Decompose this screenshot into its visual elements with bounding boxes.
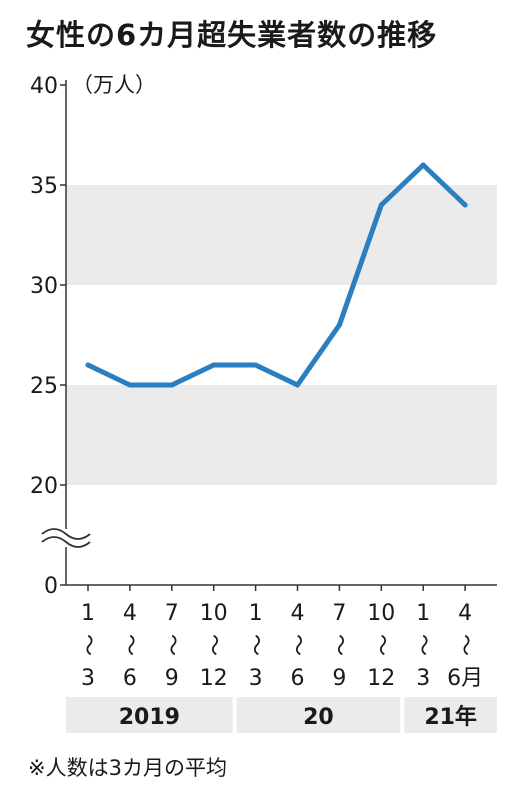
data-point [211, 362, 217, 368]
year-group-bar [404, 697, 497, 733]
x-range-mark: 〜 [75, 634, 100, 656]
x-tick-label: 6 [123, 666, 137, 691]
line-chart: 40 35 30 25 20 0 （万人） 1 〜 3 4 〜 6 7 〜 9 10 〜 12 1 〜 3 4 〜 6 7 〜 9… [30, 73, 497, 733]
x-range-mark: 〜 [243, 634, 268, 656]
x-tick-label: 10 [367, 601, 395, 626]
footnote: ※人数は3カ月の平均 [28, 756, 227, 780]
y-tick-label: 35 [30, 174, 58, 199]
band-0 [66, 185, 497, 285]
data-point [378, 202, 384, 208]
data-point [127, 382, 133, 388]
x-tick-label: 1 [249, 601, 263, 626]
chart-title: 女性の6カ月超失業者数の推移 [26, 18, 438, 52]
x-tick-label: 12 [367, 666, 395, 691]
x-tick-label: 3 [416, 666, 430, 691]
x-range-mark: 〜 [285, 634, 310, 656]
data-point [169, 382, 175, 388]
x-tick-label: 12 [200, 666, 228, 691]
year-group-label: 21年 [424, 704, 477, 730]
x-range-mark: 〜 [201, 634, 226, 656]
band-1 [66, 385, 497, 485]
data-point [462, 202, 468, 208]
axes [65, 80, 497, 586]
x-tick-label: 1 [81, 601, 95, 626]
x-range-mark: 〜 [410, 634, 435, 656]
background-bands [66, 185, 497, 485]
unit-label: （万人） [72, 73, 156, 97]
x-tick-label: 7 [165, 601, 179, 626]
x-range-mark: 〜 [368, 634, 393, 656]
y-tick-labels: 40 35 30 25 20 0 [30, 74, 66, 599]
x-tick-label: 6 [291, 666, 305, 691]
y-tick-label: 25 [30, 374, 58, 399]
x-tick-label: 3 [81, 666, 95, 691]
x-range-mark: 〜 [117, 634, 142, 656]
axis-break-gap [42, 529, 90, 547]
axis-break-wave [41, 528, 91, 540]
x-tick-label: 1 [416, 601, 430, 626]
x-tick-label: 4 [123, 601, 137, 626]
x-range-mark: 〜 [452, 634, 477, 656]
year-group-label: 2019 [119, 705, 180, 730]
x-tick-label: 9 [165, 666, 179, 691]
x-tick-label: 4 [458, 601, 472, 626]
y-tick-label: 0 [44, 574, 58, 599]
y-tick-label: 20 [30, 474, 58, 499]
year-groups: 2019 20 21年 [66, 697, 497, 733]
data-point [295, 382, 300, 388]
y-tick-label: 40 [30, 74, 58, 99]
series-line-0 [85, 162, 468, 388]
x-tick-label: 3 [249, 666, 263, 691]
axis-break-wave [41, 536, 91, 548]
year-group-label: 20 [303, 705, 334, 730]
x-range-mark: 〜 [159, 634, 184, 656]
data-point [420, 162, 426, 168]
x-range-mark: 〜 [326, 634, 351, 656]
x-tick-label: 6月 [447, 666, 483, 691]
x-tick-label: 4 [291, 601, 305, 626]
x-tick-label: 9 [332, 666, 346, 691]
x-tick-label: 10 [200, 601, 228, 626]
data-point [253, 362, 259, 368]
data-point [85, 362, 91, 368]
data-series [85, 162, 468, 388]
x-category-labels: 1 〜 3 4 〜 6 7 〜 9 10 〜 12 1 〜 3 4 〜 6 7 〜 9 10 〜 12 1 〜 3 4 〜 6月 [75, 585, 483, 691]
year-group-bar [236, 697, 401, 733]
x-tick-label: 7 [332, 601, 346, 626]
y-tick-label: 30 [30, 274, 58, 299]
year-group-bar [66, 697, 233, 733]
data-point [336, 322, 342, 328]
axis-break-icon [41, 528, 91, 548]
